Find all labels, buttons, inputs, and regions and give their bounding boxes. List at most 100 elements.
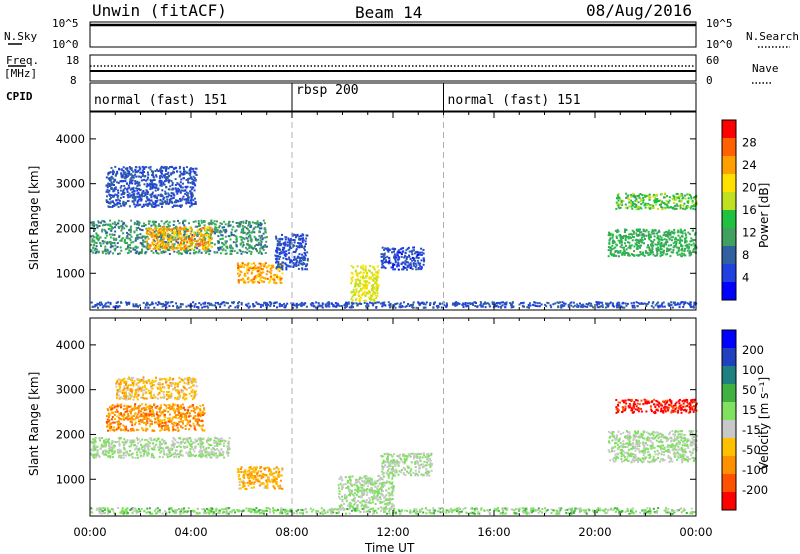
power-cell xyxy=(408,264,411,267)
power-cell xyxy=(115,223,118,226)
power-cell xyxy=(124,171,126,174)
power-cell xyxy=(579,302,581,305)
power-cell xyxy=(129,227,132,230)
power-cell xyxy=(174,183,177,186)
velocity-cell xyxy=(172,452,175,455)
power-cell xyxy=(241,228,244,231)
power-cell xyxy=(365,305,368,307)
power-cell xyxy=(231,301,234,304)
power-cell xyxy=(229,224,232,227)
power-cell xyxy=(299,242,301,245)
power-cell xyxy=(363,290,366,293)
power-cell xyxy=(156,247,158,250)
power-cell xyxy=(648,247,651,250)
power-cell xyxy=(151,201,154,204)
power-cell xyxy=(200,229,203,232)
power-cell xyxy=(305,305,308,308)
power-cell xyxy=(600,305,603,308)
power-cell xyxy=(113,179,116,182)
velocity-cell xyxy=(198,438,201,441)
power-cell xyxy=(250,279,253,281)
power-cell xyxy=(621,252,624,255)
power-cell xyxy=(394,302,397,305)
power-cell xyxy=(397,261,400,264)
power-cell xyxy=(254,245,256,248)
power-cell xyxy=(376,276,379,279)
velocity-cell xyxy=(164,441,167,444)
power-cell xyxy=(666,206,669,209)
power-cell xyxy=(667,233,670,236)
power-cell xyxy=(690,197,693,200)
power-cell xyxy=(366,272,369,275)
power-cell xyxy=(406,268,408,271)
power-cell xyxy=(165,195,168,198)
power-cell xyxy=(661,200,664,203)
velocity-cell xyxy=(119,437,122,439)
power-cell xyxy=(624,236,627,238)
power-cell xyxy=(443,304,446,307)
power-cell xyxy=(217,249,220,252)
power-cell xyxy=(640,207,643,210)
velocity-cell xyxy=(151,455,154,457)
velocity-cell xyxy=(201,429,204,432)
power-cell xyxy=(199,228,202,230)
power-cell xyxy=(185,251,188,254)
power-cell xyxy=(655,232,658,235)
power-cell xyxy=(292,258,295,261)
power-cell xyxy=(407,303,410,305)
power-cell xyxy=(213,220,216,223)
power-cell xyxy=(93,225,96,228)
power-cell xyxy=(661,208,664,211)
power-cell xyxy=(258,303,260,306)
velocity-cell xyxy=(222,453,224,456)
power-cell xyxy=(93,249,96,252)
power-cell xyxy=(136,195,139,198)
velocity-cell xyxy=(173,442,176,445)
power-cell xyxy=(249,279,252,282)
power-cell xyxy=(169,301,172,304)
power-cell xyxy=(633,230,635,233)
power-cell xyxy=(113,184,115,186)
power-cell xyxy=(250,231,253,234)
power-cell xyxy=(625,248,628,251)
power-cell xyxy=(613,305,615,308)
velocity-cell xyxy=(171,448,174,451)
power-cell xyxy=(184,238,187,241)
velocity-cell xyxy=(155,439,158,442)
power-cell xyxy=(171,206,174,209)
power-cell xyxy=(504,306,507,308)
power-cell xyxy=(240,264,243,267)
velocity-cell xyxy=(120,456,123,459)
power-cell xyxy=(146,248,149,251)
velocity-cell xyxy=(151,453,153,456)
power-cell xyxy=(139,171,142,174)
power-cell xyxy=(198,223,201,226)
power-cell xyxy=(143,171,145,173)
power-cell xyxy=(392,250,395,253)
velocity-cell xyxy=(130,454,133,457)
power-cell xyxy=(137,181,140,184)
velocity-cell xyxy=(192,415,195,418)
velocity-cell xyxy=(162,448,165,451)
power-cell xyxy=(159,225,162,227)
power-cell xyxy=(130,194,133,197)
power-cell xyxy=(124,248,127,251)
power-cell xyxy=(468,302,471,305)
power-cell xyxy=(611,248,613,251)
power-cell xyxy=(146,235,149,238)
power-cell xyxy=(392,247,395,250)
power-cell xyxy=(312,302,315,305)
power-cell xyxy=(651,243,654,246)
power-cell xyxy=(169,234,172,237)
power-cell xyxy=(171,184,174,186)
power-cell xyxy=(233,250,236,252)
power-cell xyxy=(461,303,464,306)
power-cell xyxy=(168,180,170,182)
power-cell xyxy=(676,253,679,256)
power-cell xyxy=(181,186,184,189)
power-cell xyxy=(250,238,253,241)
velocity-cell xyxy=(185,445,188,448)
velocity-cell xyxy=(136,448,139,451)
power-cell xyxy=(535,305,538,307)
power-cell xyxy=(189,302,192,305)
